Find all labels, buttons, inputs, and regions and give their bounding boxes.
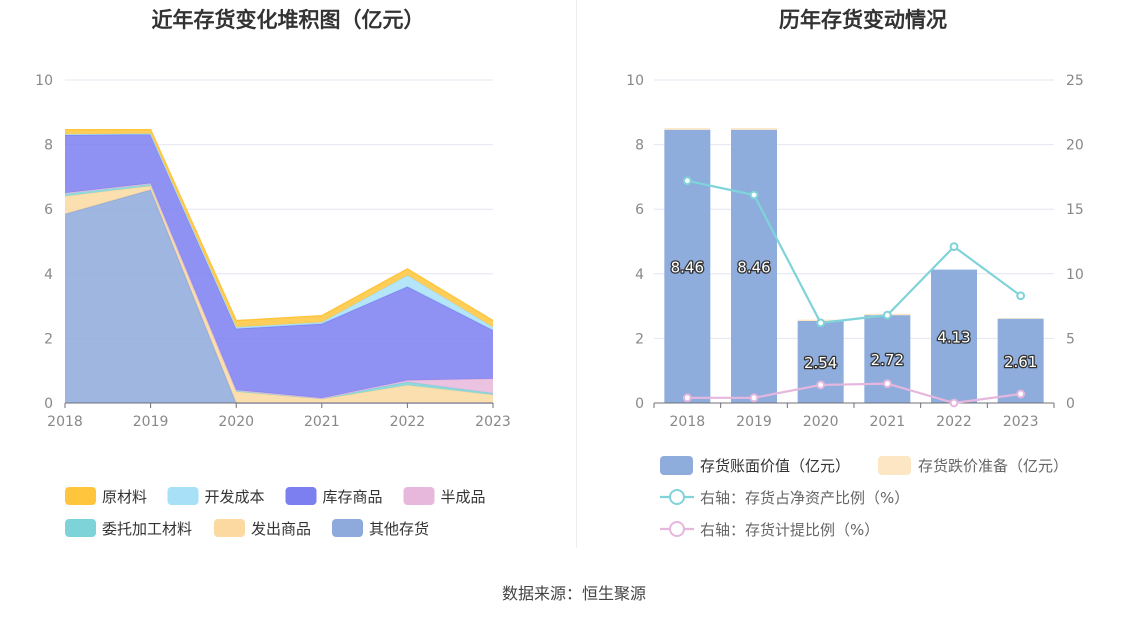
legend-label-开发成本: 开发成本 bbox=[205, 488, 265, 506]
line-point bbox=[882, 379, 892, 389]
x-tick-label: 2019 bbox=[133, 414, 169, 430]
stacked-area-chart: 0 2 4 6 8 10 2018 2019 2020 2021 2022 2023 原材料 开发成本 库存… bbox=[35, 73, 511, 538]
y2-tick-label: 10 bbox=[1066, 267, 1084, 283]
y-tick-label: 10 bbox=[626, 73, 644, 89]
legend-line-marker bbox=[669, 489, 685, 505]
bar-provision-2018 bbox=[664, 128, 711, 130]
bar-value-label: 2.72 bbox=[871, 351, 904, 369]
line-point bbox=[1016, 389, 1026, 399]
bar-2019 bbox=[731, 129, 777, 403]
bar-line-chart: 0 2 4 6 8 10 0 5 10 15 20 25 8.46 8.46 2.54 2.72 4.13 2.6… bbox=[626, 73, 1084, 539]
y-tick-label: 0 bbox=[635, 396, 644, 412]
bar-2018 bbox=[664, 129, 711, 403]
right-chart-title: 历年存货变动情况 bbox=[779, 8, 947, 32]
bar-value-label: 2.61 bbox=[1004, 353, 1037, 371]
y-tick-label: 6 bbox=[635, 202, 644, 218]
legend-swatch-其他存货 bbox=[332, 519, 363, 537]
legend-label-book-value: 存货账面价值（亿元） bbox=[700, 457, 850, 475]
y-tick-label: 8 bbox=[44, 138, 53, 154]
area-委托加工材料 bbox=[65, 183, 493, 400]
area-发出商品 bbox=[65, 185, 493, 403]
line-point bbox=[882, 310, 892, 320]
legend-swatch-开发成本 bbox=[167, 487, 199, 505]
line-point bbox=[749, 393, 759, 403]
y2-tick-label: 0 bbox=[1066, 396, 1075, 412]
line-point bbox=[749, 190, 759, 200]
legend-label-line: 右轴：存货计提比例（%） bbox=[700, 521, 879, 539]
legend-line-marker bbox=[669, 521, 685, 537]
legend-label-发出商品: 发出商品 bbox=[251, 520, 311, 538]
y2-tick-label: 15 bbox=[1066, 202, 1084, 218]
data-source: 数据来源：恒生聚源 bbox=[501, 584, 646, 603]
bar-provision-2023 bbox=[997, 318, 1044, 319]
line-point bbox=[949, 242, 959, 252]
legend-swatch-book-value bbox=[660, 456, 693, 475]
y-tick-label: 4 bbox=[635, 267, 644, 283]
bar-2020 bbox=[797, 320, 844, 403]
x-tick-label: 2018 bbox=[670, 414, 706, 430]
legend-label-委托加工材料: 委托加工材料 bbox=[102, 520, 192, 538]
area-edge-原材料 bbox=[65, 128, 494, 322]
legend-swatch-发出商品 bbox=[214, 519, 245, 537]
y2-tick-label: 20 bbox=[1066, 138, 1084, 154]
x-tick-label: 2023 bbox=[475, 414, 511, 430]
x-tick-label: 2022 bbox=[936, 414, 972, 430]
bar-2022 bbox=[931, 269, 977, 403]
bar-value-label: 2.54 bbox=[804, 354, 837, 372]
y-tick-label: 4 bbox=[44, 267, 53, 283]
line-point bbox=[816, 318, 826, 328]
legend-swatch-委托加工材料 bbox=[65, 519, 96, 537]
bar-value-label: 8.46 bbox=[737, 258, 770, 276]
legend-swatch-provision bbox=[878, 456, 911, 475]
legend-swatch-库存商品 bbox=[285, 487, 317, 505]
legend-label-库存商品: 库存商品 bbox=[323, 488, 383, 506]
y2-tick-label: 5 bbox=[1066, 331, 1075, 347]
line-point bbox=[1016, 291, 1026, 301]
legend-swatch-原材料 bbox=[65, 487, 96, 505]
bar-value-label: 8.46 bbox=[671, 258, 704, 276]
y-tick-label: 8 bbox=[635, 138, 644, 154]
x-tick-label: 2019 bbox=[736, 414, 772, 430]
y-tick-label: 2 bbox=[44, 331, 53, 347]
line-point bbox=[816, 380, 826, 390]
y-tick-label: 10 bbox=[35, 73, 53, 89]
area-库存商品 bbox=[65, 134, 493, 399]
x-tick-label: 2020 bbox=[218, 414, 254, 430]
legend-label-其他存货: 其他存货 bbox=[369, 520, 429, 538]
bar-provision-2019 bbox=[731, 128, 777, 130]
line-point bbox=[682, 176, 692, 186]
x-tick-label: 2021 bbox=[304, 414, 340, 430]
y2-tick-label: 25 bbox=[1066, 73, 1084, 89]
chart-divider bbox=[576, 0, 577, 548]
y-tick-label: 0 bbox=[44, 396, 53, 412]
line-右轴：存货计提比例（%） bbox=[687, 382, 1021, 405]
line-右轴：存货占净资产比例（%） bbox=[687, 179, 1022, 325]
legend-label-半成品: 半成品 bbox=[441, 488, 486, 506]
legend-label-原材料: 原材料 bbox=[102, 488, 147, 506]
x-tick-label: 2023 bbox=[1003, 414, 1039, 430]
line-point bbox=[682, 393, 692, 403]
legend-swatch-半成品 bbox=[403, 487, 435, 505]
bar-value-label: 4.13 bbox=[937, 328, 970, 346]
x-tick-label: 2018 bbox=[47, 414, 83, 430]
y-tick-label: 6 bbox=[44, 202, 53, 218]
line-point bbox=[949, 398, 959, 408]
x-tick-label: 2020 bbox=[803, 414, 839, 430]
y-tick-label: 2 bbox=[635, 331, 644, 347]
legend-label-provision: 存货跌价准备（亿元） bbox=[918, 457, 1068, 475]
bar-2023 bbox=[997, 318, 1044, 403]
left-chart-title: 近年存货变化堆积图（亿元） bbox=[151, 8, 425, 32]
x-tick-label: 2022 bbox=[390, 414, 426, 430]
legend-label-line: 右轴：存货占净资产比例（%） bbox=[700, 489, 909, 507]
x-tick-label: 2021 bbox=[870, 414, 906, 430]
